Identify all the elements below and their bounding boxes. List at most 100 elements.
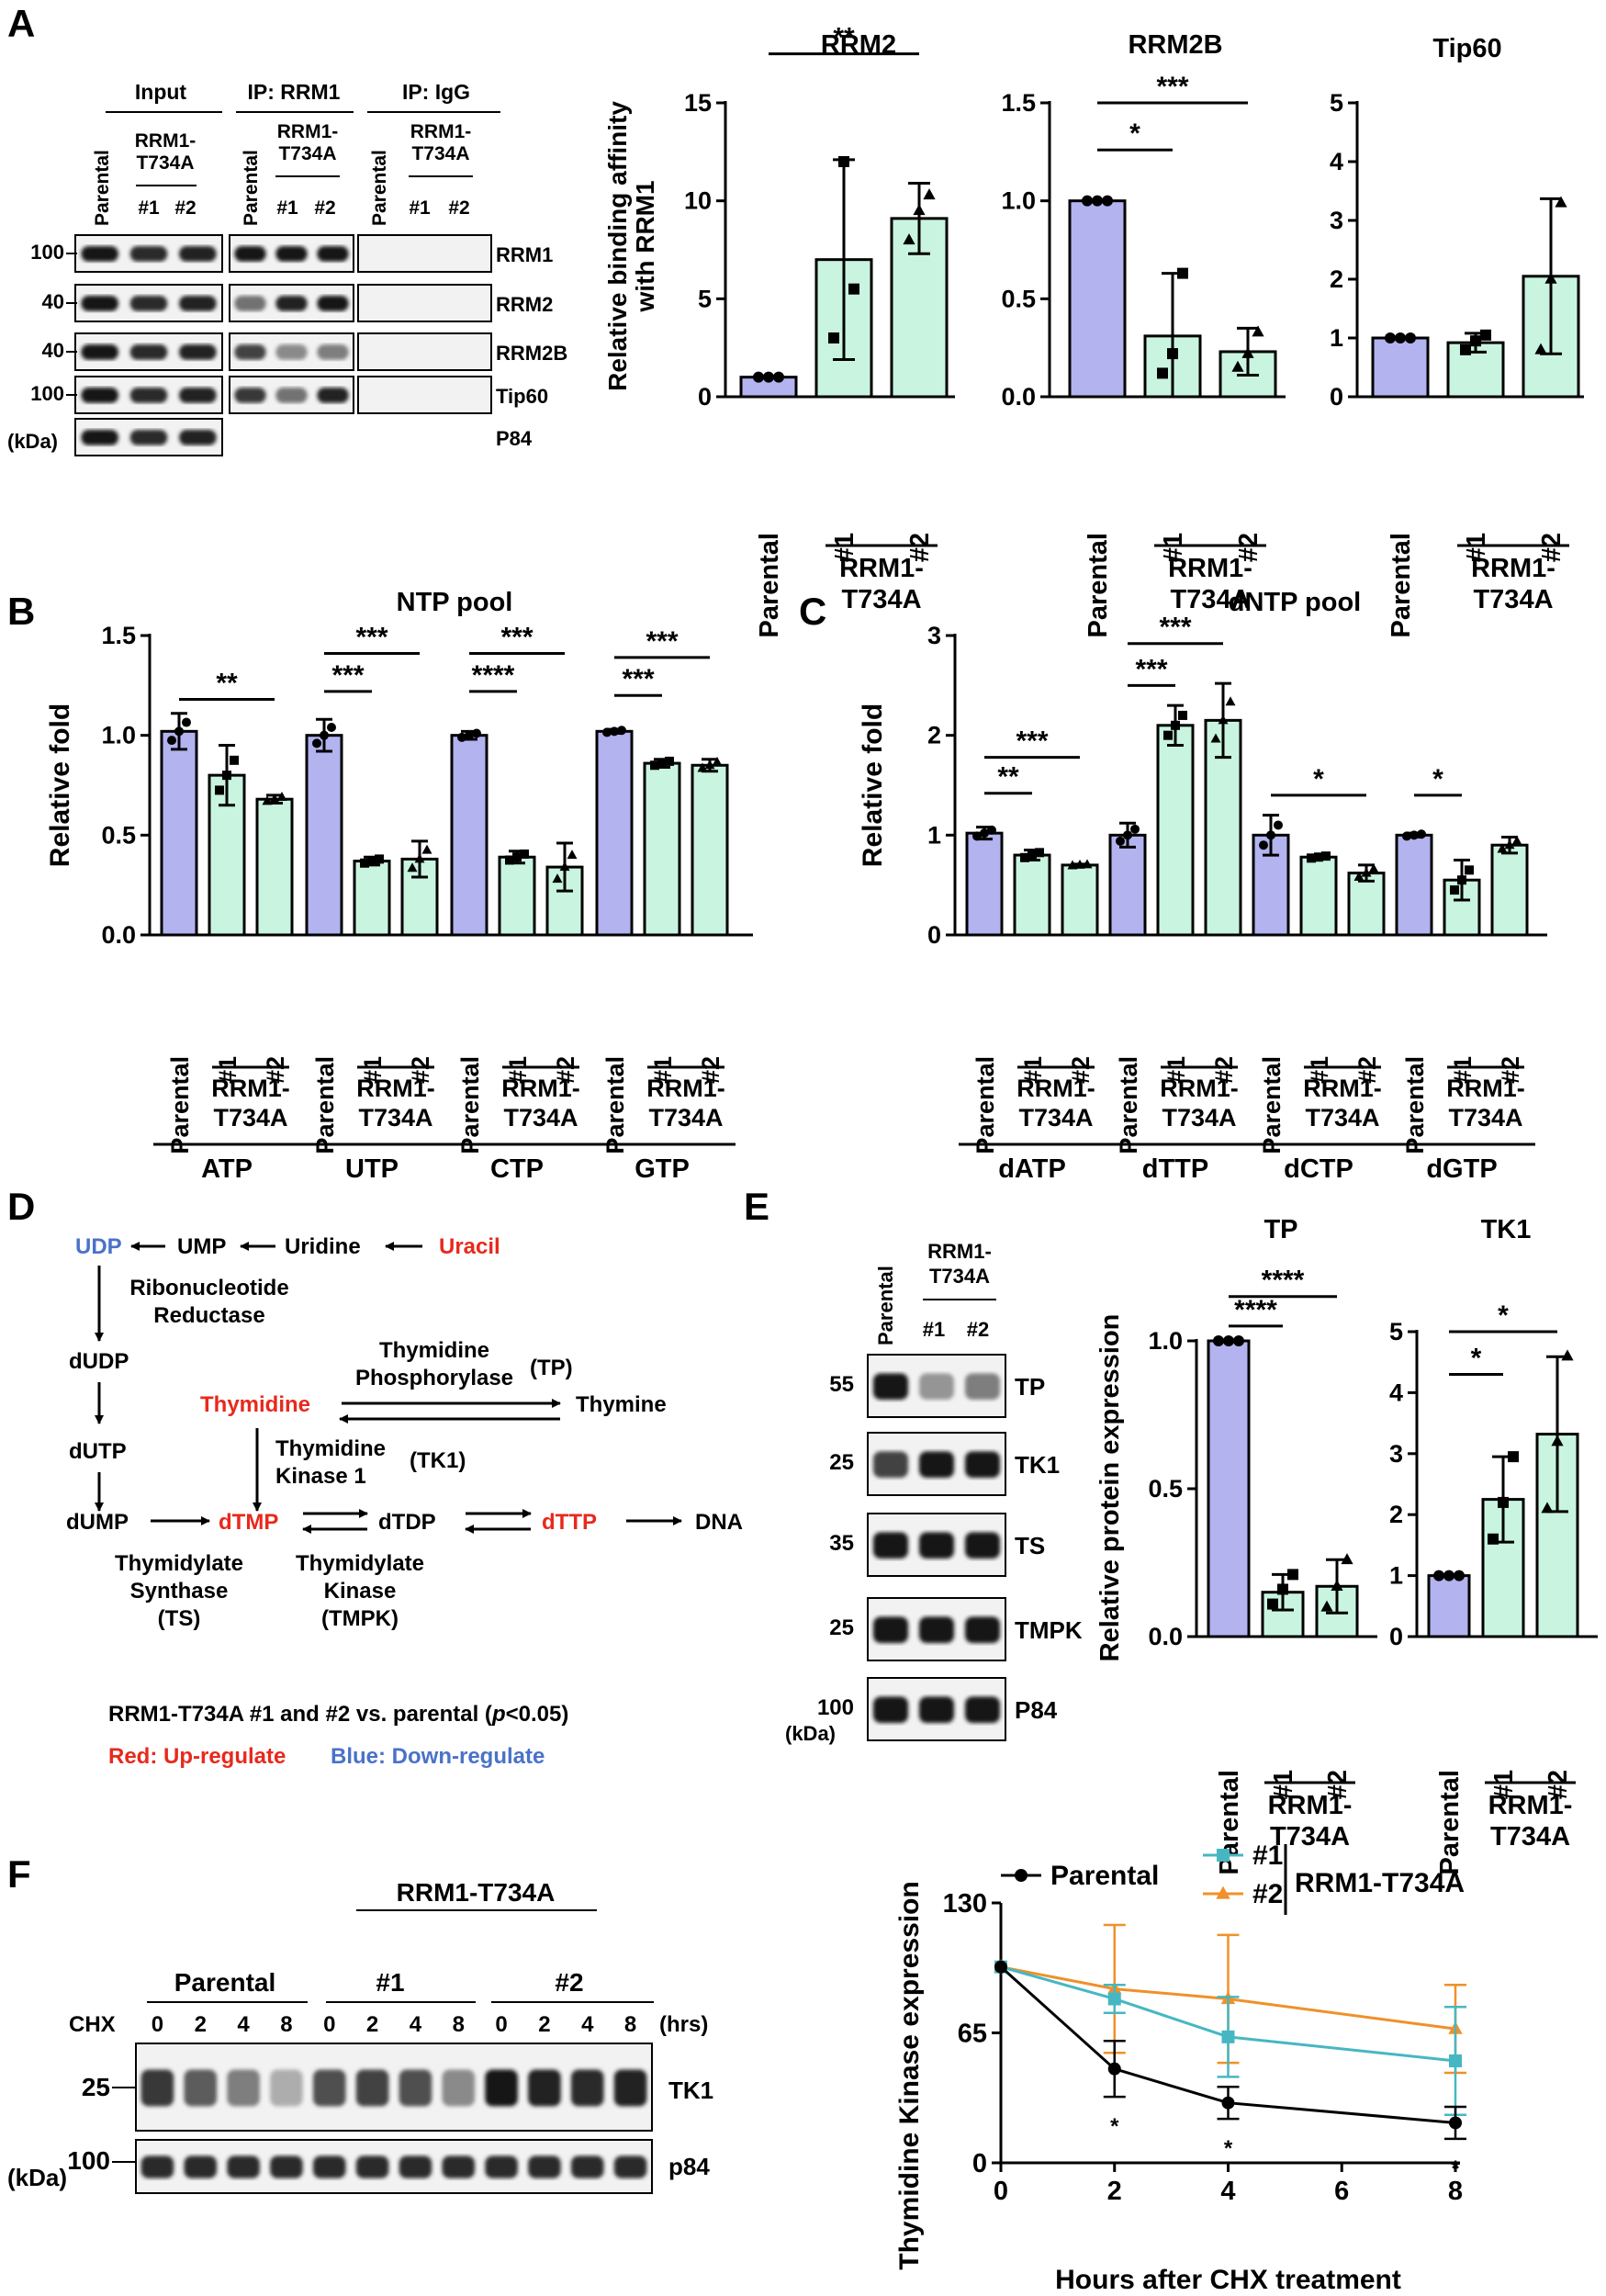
x-tick-label: #2 — [1353, 1056, 1381, 1084]
x-tick-label: #2 — [697, 1056, 724, 1084]
data-point — [1252, 325, 1264, 337]
data-point — [520, 849, 529, 859]
significance-label: * — [1451, 2156, 1460, 2181]
data-point — [980, 828, 989, 838]
data-point — [712, 757, 723, 767]
data-point — [1402, 831, 1411, 841]
x-tick-label: 2 — [1107, 2177, 1122, 2206]
bar — [160, 729, 198, 937]
y-tick-label: 5 — [698, 285, 712, 312]
data-point — [972, 831, 982, 841]
data-point — [1457, 875, 1466, 885]
lane-label-rep1: #1 — [923, 1318, 945, 1341]
data-point — [913, 204, 926, 216]
band — [873, 1451, 908, 1478]
mw-marker: 25 — [829, 1615, 854, 1640]
data-point — [828, 332, 839, 343]
lane-label-parental: Parental — [369, 150, 390, 226]
data-point — [923, 188, 936, 200]
band — [873, 1696, 908, 1723]
lane-hour: 8 — [453, 2012, 465, 2037]
lane-label-mutant-l1: RRM1- — [927, 1240, 992, 1263]
bar — [643, 761, 681, 937]
x-tick-label: Parental — [311, 1056, 339, 1154]
data-point — [1561, 1349, 1574, 1361]
band — [485, 2155, 518, 2178]
y-tick-label: 5 — [1389, 1318, 1403, 1345]
significance-label: *** — [1016, 726, 1048, 757]
x-tick-label: #2 — [1234, 533, 1263, 562]
bar — [450, 734, 489, 937]
bar — [208, 773, 246, 937]
band — [873, 1532, 908, 1559]
band — [81, 296, 118, 311]
bar — [1013, 853, 1051, 937]
group-label: RRM1- — [1160, 1075, 1239, 1102]
y-axis-label-line2: with RRM1 — [631, 180, 659, 312]
group-label: T734A — [1473, 585, 1553, 614]
significance-label: * — [1471, 1343, 1482, 1373]
bar — [1427, 1574, 1471, 1638]
data-point — [1534, 343, 1547, 355]
data-point — [1465, 865, 1474, 875]
lane-label-rep1: #1 — [138, 197, 160, 219]
group-label: T734A — [213, 1104, 287, 1131]
data-point — [1107, 1992, 1121, 2006]
lane-hour: 4 — [581, 2012, 594, 2037]
data-point — [1454, 1570, 1465, 1581]
y-tick-label: 10 — [684, 187, 712, 215]
nucleotide-label: dTTP — [1142, 1154, 1209, 1184]
data-point — [1450, 885, 1459, 895]
lane-label-rep2: #2 — [967, 1318, 989, 1341]
band — [234, 296, 266, 311]
mw-marker: 100 — [30, 382, 64, 405]
band — [919, 1616, 954, 1643]
lane-label-parental: Parental — [874, 1266, 897, 1345]
data-point — [1177, 267, 1188, 279]
band — [613, 2155, 647, 2178]
mutant-header: RRM1-T734A — [397, 1878, 556, 1907]
significance-label: *** — [500, 623, 533, 653]
band — [129, 296, 168, 311]
significance-label: *** — [646, 626, 678, 657]
data-point — [1266, 830, 1275, 840]
data-point — [838, 156, 849, 167]
legend-label: #1 — [1252, 1840, 1283, 1871]
x-tick-label: #1 — [359, 1056, 387, 1084]
data-point — [1223, 1335, 1234, 1346]
lane-label-mutant-l1: RRM1- — [277, 121, 339, 142]
band — [140, 2069, 174, 2107]
x-tick-label: 6 — [1334, 2177, 1349, 2206]
y-tick-label: 4 — [1389, 1379, 1403, 1406]
bar — [595, 729, 634, 937]
blot-row-label: p84 — [668, 2153, 710, 2180]
band — [275, 388, 308, 403]
blot-row-label: Tip60 — [496, 385, 548, 408]
data-point — [1287, 1569, 1298, 1581]
enzyme-rnr-l1: Ribonucleotide — [129, 1276, 288, 1300]
x-tick-label: #1 — [1159, 533, 1188, 562]
node-dutp: dUTP — [69, 1439, 127, 1464]
kda-label: (kDa) — [7, 430, 58, 453]
band — [234, 388, 266, 403]
data-point — [1555, 196, 1567, 208]
y-tick-label: 0 — [927, 921, 941, 949]
band — [227, 2069, 260, 2107]
lane-hour: 8 — [624, 2012, 636, 2037]
band — [270, 2155, 303, 2178]
y-tick-label: 1.5 — [101, 622, 136, 649]
bar — [1108, 833, 1147, 937]
lane-hour: 0 — [152, 2012, 163, 2037]
data-point — [1082, 859, 1093, 869]
band — [129, 430, 168, 445]
nucleotide-label: CTP — [490, 1154, 544, 1184]
band — [399, 2155, 432, 2178]
mw-marker: 25 — [82, 2073, 110, 2101]
y-tick-label: 0.0 — [101, 921, 136, 949]
blot-row-label: TK1 — [668, 2077, 713, 2104]
data-point — [1541, 1502, 1554, 1514]
bar — [1207, 1339, 1251, 1638]
data-point — [1225, 696, 1236, 706]
significance-label: * — [1224, 2136, 1233, 2161]
